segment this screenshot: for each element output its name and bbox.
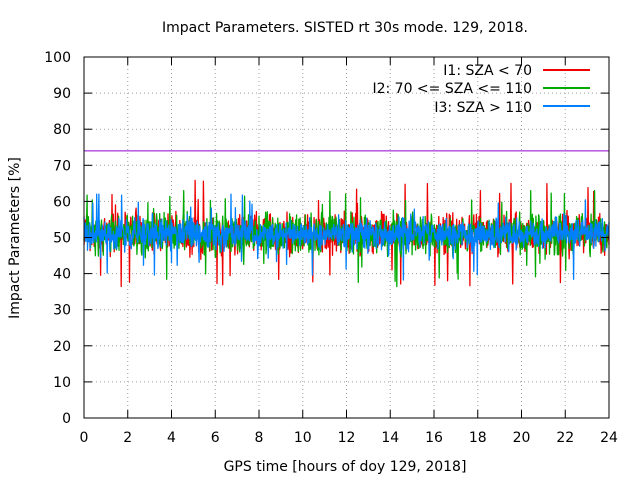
legend-label-i3: I3: SZA > 110: [434, 100, 532, 116]
x-tick-label: 20: [513, 430, 531, 446]
y-tick-label: 70: [53, 158, 71, 174]
y-tick-label: 20: [53, 339, 71, 355]
y-tick-label: 10: [53, 375, 71, 391]
y-tick-label: 30: [53, 303, 71, 319]
x-tick-label: 0: [80, 430, 89, 446]
x-tick-label: 14: [381, 430, 399, 446]
y-tick-label: 90: [53, 86, 71, 102]
series-line-i3: [83, 193, 610, 281]
x-tick-label: 22: [556, 430, 574, 446]
legend: I1: SZA < 70 I2: 70 <= SZA <= 110 I3: SZ…: [372, 63, 590, 116]
legend-label-i2: I2: 70 <= SZA <= 110: [372, 81, 532, 97]
y-tick-label: 40: [53, 267, 71, 283]
x-tick-label: 10: [294, 430, 312, 446]
x-tick-label: 24: [600, 430, 618, 446]
y-tick-label: 80: [53, 122, 71, 138]
x-axis-label: GPS time [hours of doy 129, 2018]: [224, 459, 467, 475]
x-tick-label: 8: [255, 430, 264, 446]
series-group: [83, 179, 610, 288]
legend-label-i1: I1: SZA < 70: [443, 63, 532, 79]
x-tick-label: 2: [123, 430, 132, 446]
y-tick-label: 50: [53, 231, 71, 247]
y-tick-label: 100: [44, 50, 71, 66]
x-tick-label: 12: [338, 430, 356, 446]
x-tick-label: 18: [469, 430, 487, 446]
x-tick-label: 16: [425, 430, 443, 446]
chart-title: Impact Parameters. SISTED rt 30s mode. 1…: [162, 20, 528, 36]
x-tick-label: 6: [211, 430, 220, 446]
x-tick-label: 4: [167, 430, 176, 446]
tick-labels: 0 2 4 6 8 10 12 14 16 18 20 22 240102030405060708090…: [44, 50, 618, 446]
y-axis-label: Impact Parameters [%]: [7, 157, 23, 319]
y-tick-label: 60: [53, 194, 71, 210]
y-tick-label: 0: [62, 411, 71, 427]
axis-ticks: [83, 56, 610, 419]
